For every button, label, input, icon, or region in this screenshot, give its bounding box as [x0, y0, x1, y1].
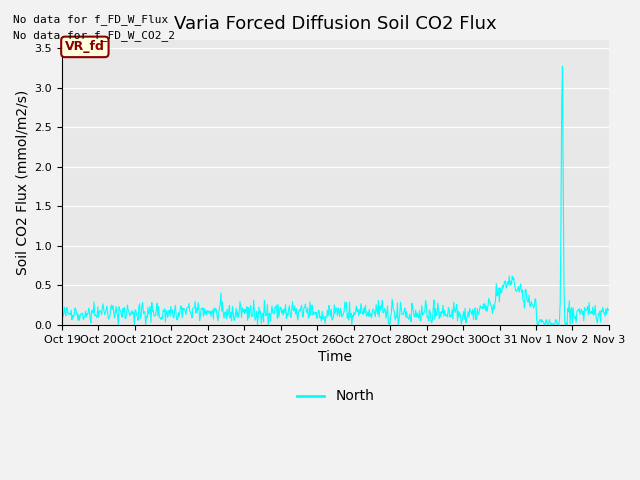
Text: VR_fd: VR_fd: [65, 40, 105, 53]
Title: Varia Forced Diffusion Soil CO2 Flux: Varia Forced Diffusion Soil CO2 Flux: [174, 15, 497, 33]
X-axis label: Time: Time: [319, 350, 353, 364]
Text: No data for f_FD_W_CO2_2: No data for f_FD_W_CO2_2: [13, 30, 175, 41]
Y-axis label: Soil CO2 Flux (mmol/m2/s): Soil CO2 Flux (mmol/m2/s): [15, 90, 29, 275]
Legend: North: North: [291, 384, 380, 409]
Text: No data for f_FD_W_Flux: No data for f_FD_W_Flux: [13, 13, 168, 24]
